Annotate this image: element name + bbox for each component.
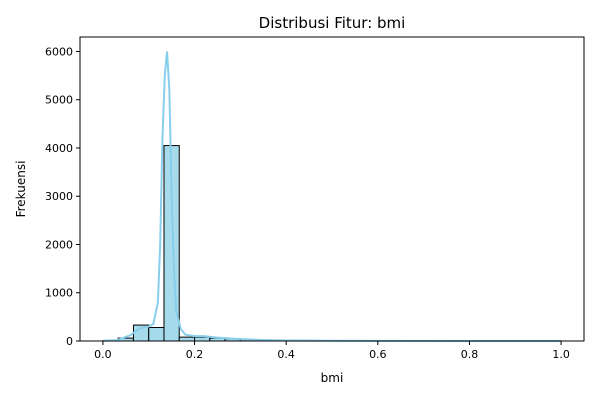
- x-tick-label: 0.4: [277, 348, 295, 361]
- x-axis-label: bmi: [321, 371, 344, 385]
- y-tick-label: 2000: [45, 238, 73, 251]
- x-tick-label: 0.0: [94, 348, 112, 361]
- y-tick-label: 1000: [45, 287, 73, 300]
- y-tick-label: 5000: [45, 94, 73, 107]
- kde-line: [102, 51, 562, 342]
- y-tick-label: 4000: [45, 142, 73, 155]
- y-tick-label: 0: [66, 335, 73, 348]
- x-tick-label: 0.8: [461, 348, 479, 361]
- x-tick-label: 0.6: [369, 348, 387, 361]
- y-tick-label: 6000: [45, 45, 73, 58]
- y-axis-ticks: 0 1000 2000 3000 4000 5000 6000: [45, 45, 80, 348]
- y-axis-label: Frekuensi: [14, 161, 28, 218]
- x-tick-label: 1.0: [552, 348, 570, 361]
- y-tick-label: 3000: [45, 190, 73, 203]
- plot-frame: [79, 36, 585, 342]
- histogram-bar: [178, 336, 196, 342]
- histogram-bar: [194, 336, 211, 342]
- chart-title: Distribusi Fitur: bmi: [259, 14, 406, 32]
- histogram-bar: [148, 326, 165, 342]
- x-tick-label: 0.2: [186, 348, 204, 361]
- x-axis-ticks: 0.0 0.2 0.4 0.6 0.8 1.0: [94, 341, 570, 361]
